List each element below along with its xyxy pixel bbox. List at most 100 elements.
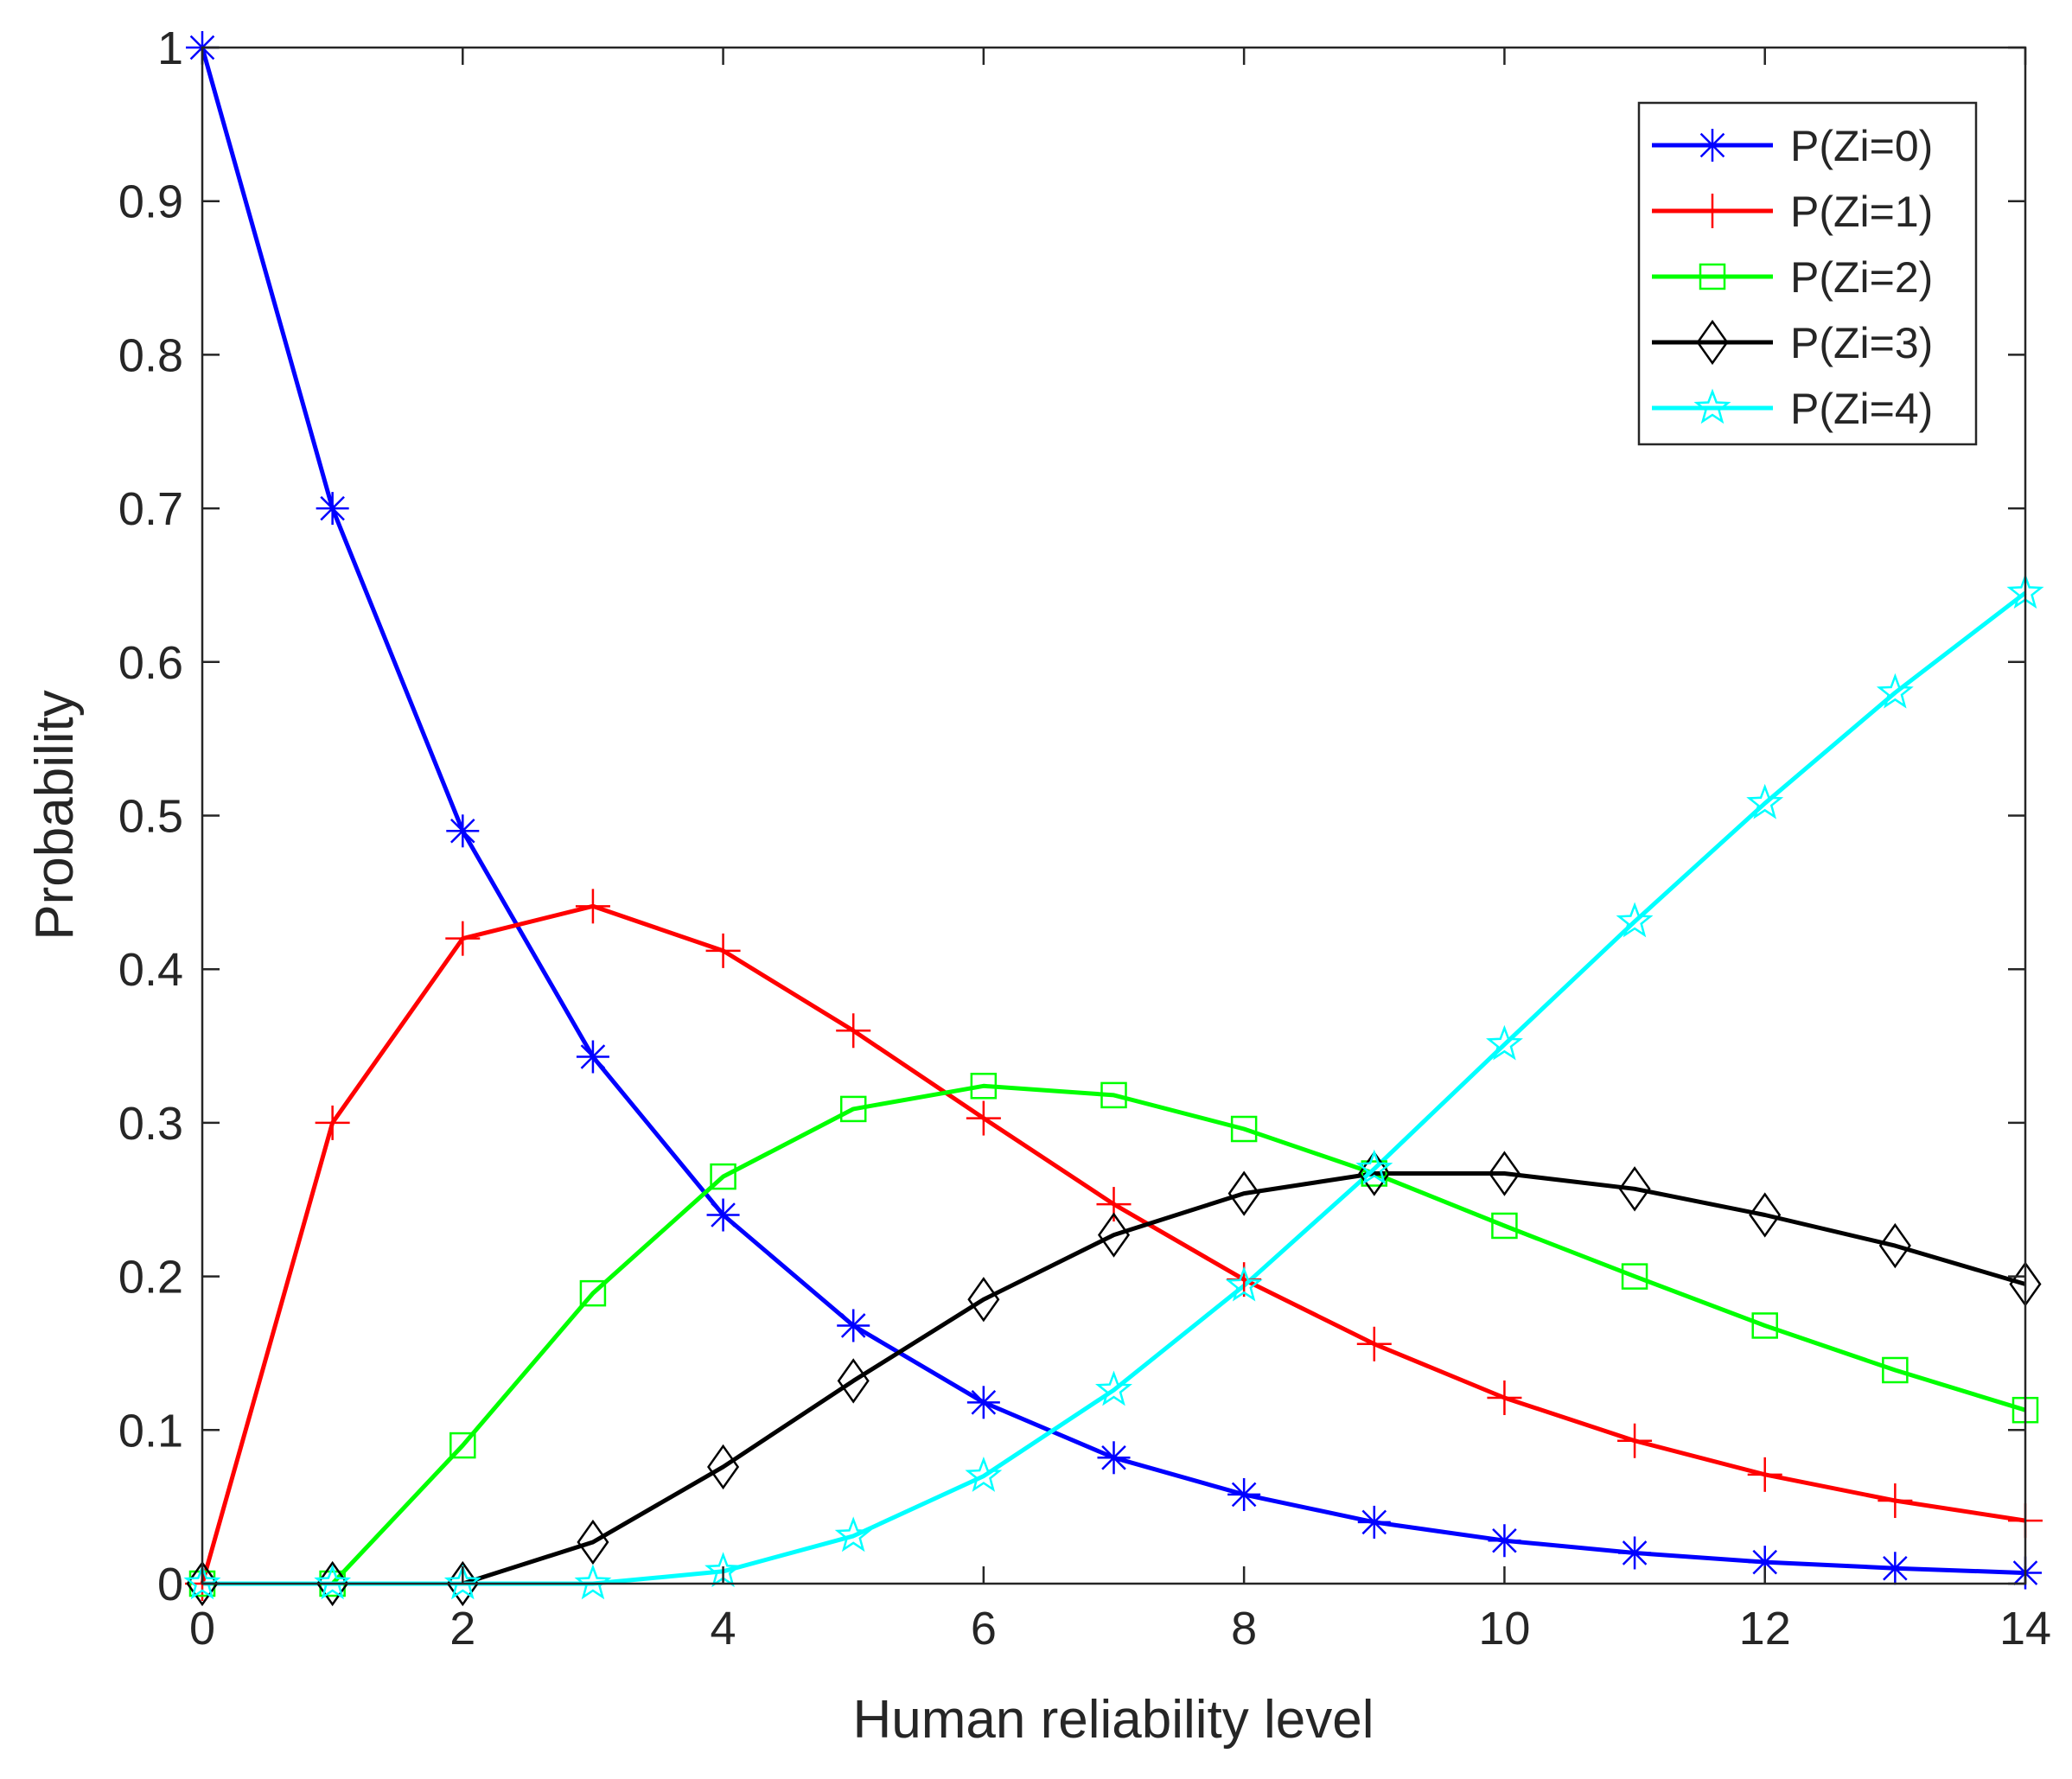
point-p-zi-3-8 <box>1227 1170 1260 1216</box>
point-p-zi-4-8 <box>1225 1266 1263 1302</box>
point-p-zi-4-9 <box>1355 1149 1393 1185</box>
point-p-zi-3-12 <box>1749 1192 1782 1238</box>
point-p-zi-3-2 <box>446 1560 479 1607</box>
point-p-zi-1-13 <box>1878 1483 1913 1519</box>
x-tick-label-12: 12 <box>1739 1603 1791 1655</box>
legend-marker-p-zi-3 <box>1696 319 1729 366</box>
y-tick-label-0-6: 0.6 <box>118 637 183 689</box>
point-p-zi-0-12 <box>1748 1546 1782 1579</box>
legend-label-p-zi-3: P(Zi=3) <box>1790 319 1933 367</box>
point-p-zi-0-11 <box>1618 1536 1652 1570</box>
point-p-zi-3-7 <box>1097 1212 1131 1258</box>
point-p-zi-3-5 <box>837 1358 870 1404</box>
legend-marker-p-zi-2 <box>1699 263 1726 290</box>
point-p-zi-2-6 <box>970 1073 998 1100</box>
y-tick-label-1: 1 <box>157 22 183 74</box>
point-p-zi-2-11 <box>1621 1263 1648 1290</box>
legend-box <box>1637 101 1978 446</box>
point-p-zi-2-3 <box>579 1279 607 1307</box>
point-p-zi-3-1 <box>316 1560 349 1607</box>
point-p-zi-2-5 <box>839 1095 867 1123</box>
point-p-zi-4-12 <box>1746 783 1784 819</box>
point-p-zi-4-2 <box>443 1564 481 1600</box>
y-tick-label-0-7: 0.7 <box>118 483 183 535</box>
point-p-zi-2-12 <box>1751 1312 1778 1339</box>
point-p-zi-4-1 <box>314 1564 352 1600</box>
point-p-zi-0-3 <box>576 1040 609 1074</box>
legend-marker-p-zi-1 <box>1695 194 1730 228</box>
point-p-zi-4-10 <box>1486 1024 1523 1061</box>
point-p-zi-4-11 <box>1616 902 1654 938</box>
point-p-zi-3-11 <box>1618 1166 1651 1212</box>
point-p-zi-0-6 <box>966 1386 1000 1419</box>
y-tick-label-0-1: 0.1 <box>118 1405 183 1457</box>
point-p-zi-3-13 <box>1878 1222 1911 1269</box>
legend-marker-p-zi-4 <box>1693 388 1731 424</box>
point-p-zi-2-8 <box>1230 1115 1258 1143</box>
point-p-zi-4-7 <box>1095 1370 1132 1406</box>
point-p-zi-2-13 <box>1882 1356 1909 1384</box>
point-p-zi-1-11 <box>1617 1423 1653 1458</box>
point-p-zi-0-9 <box>1357 1505 1391 1539</box>
legend-label-p-zi-0: P(Zi=0) <box>1790 122 1933 170</box>
point-p-zi-0-1 <box>316 492 349 526</box>
point-p-zi-4-6 <box>965 1457 1003 1492</box>
point-p-zi-1-1 <box>315 1105 350 1140</box>
point-p-zi-2-10 <box>1491 1212 1518 1240</box>
point-p-zi-2-7 <box>1100 1081 1127 1109</box>
legend: P(Zi=0) P(Zi=1) P(Zi=2) P(Zi=3) P(Zi=4) <box>1637 101 1978 446</box>
x-tick-label-4: 4 <box>711 1603 736 1655</box>
point-p-zi-1-2 <box>445 921 481 956</box>
point-p-zi-4-0 <box>183 1564 221 1600</box>
y-tick-label-0-5: 0.5 <box>118 791 183 843</box>
point-p-zi-1-10 <box>1487 1380 1522 1415</box>
point-p-zi-4-13 <box>1876 673 1914 709</box>
point-p-zi-4-3 <box>574 1564 612 1600</box>
point-p-zi-1-5 <box>836 1013 871 1049</box>
point-p-zi-3-6 <box>967 1277 1000 1323</box>
x-tick-label-8: 8 <box>1231 1603 1257 1655</box>
point-p-zi-2-9 <box>1361 1160 1388 1187</box>
point-p-zi-3-3 <box>577 1519 609 1565</box>
legend-marker-p-zi-0 <box>1696 129 1729 162</box>
point-p-zi-3-10 <box>1488 1151 1521 1196</box>
y-tick-label-0-4: 0.4 <box>118 944 183 996</box>
legend-label-p-zi-2: P(Zi=2) <box>1790 253 1933 302</box>
x-tick-label-2: 2 <box>449 1603 475 1655</box>
point-p-zi-2-4 <box>710 1163 736 1190</box>
point-p-zi-0-5 <box>837 1309 870 1342</box>
point-p-zi-0-8 <box>1227 1477 1261 1511</box>
legend-label-p-zi-1: P(Zi=1) <box>1790 188 1933 236</box>
point-p-zi-0-2 <box>446 814 480 848</box>
series-line-p-zi-2 <box>202 1083 2026 1586</box>
point-p-zi-1-6 <box>966 1100 1001 1136</box>
point-p-zi-3-0 <box>186 1560 219 1607</box>
y-axis-label: Probability <box>25 690 85 940</box>
point-p-zi-0-7 <box>1097 1441 1131 1475</box>
point-p-zi-1-4 <box>705 933 741 968</box>
y-tick-label-0-8: 0.8 <box>118 329 183 381</box>
y-tick-label-0-2: 0.2 <box>118 1252 183 1304</box>
x-tick-label-6: 6 <box>971 1603 997 1655</box>
x-tick-label-10: 10 <box>1478 1603 1530 1655</box>
point-p-zi-4-5 <box>834 1516 872 1553</box>
point-p-zi-0-13 <box>1878 1552 1912 1585</box>
point-p-zi-3-4 <box>707 1444 740 1490</box>
point-p-zi-1-3 <box>575 889 610 924</box>
point-p-zi-1-12 <box>1747 1457 1782 1492</box>
x-tick-label-14: 14 <box>1999 1603 2051 1655</box>
series-markers <box>183 31 2044 1607</box>
x-tick-label-0: 0 <box>189 1603 215 1655</box>
y-tick-label-0: 0 <box>157 1559 183 1610</box>
point-p-zi-3-9 <box>1358 1151 1391 1196</box>
point-p-zi-2-2 <box>449 1431 476 1459</box>
y-tick-label-0-3: 0.3 <box>118 1098 183 1150</box>
legend-label-p-zi-4: P(Zi=4) <box>1790 385 1933 433</box>
series-line-p-zi-3 <box>202 1171 2026 1586</box>
point-p-zi-0-4 <box>706 1198 740 1232</box>
point-p-zi-0-10 <box>1488 1524 1521 1558</box>
axis-ticks: 0 2 4 6 8 10 12 14 0 0.1 0.2 0.3 0.4 0.5 0.6 0.7 0.8 0.9 1 <box>118 22 2051 1655</box>
y-tick-label-0-9: 0.9 <box>118 176 183 228</box>
